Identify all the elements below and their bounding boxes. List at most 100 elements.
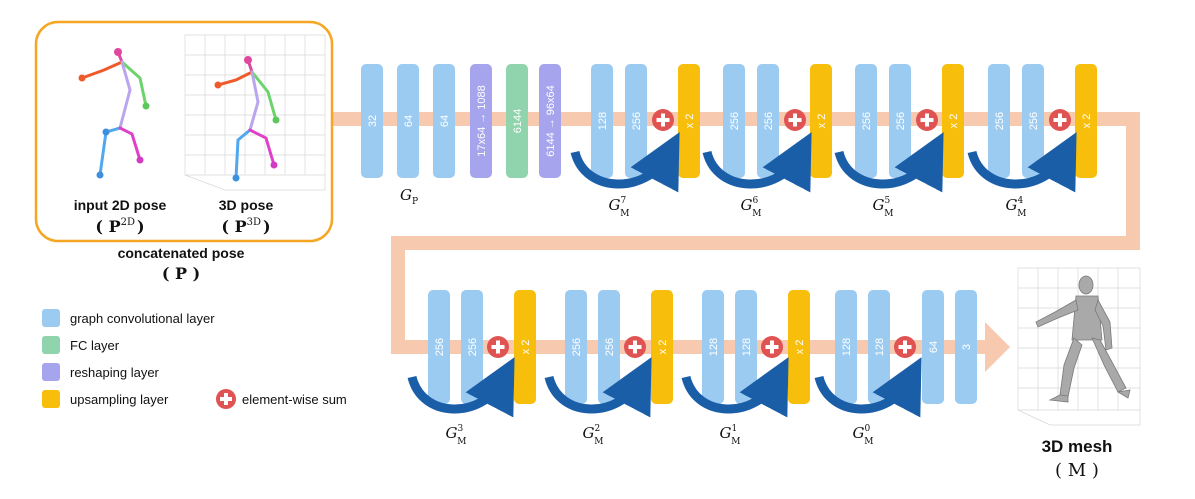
row2-block0-upsample: x 2 [514, 290, 536, 404]
row2-block2-conv2: 128 [735, 290, 757, 404]
row1-block3-upsample-label: x 2 [1081, 114, 1093, 129]
row2-block0-name: G3 M [446, 424, 467, 447]
row1-block1-conv1-bar [723, 64, 745, 178]
row1-layer-3-bar [470, 64, 492, 178]
row1-block3-sum-icon-vbar [1058, 113, 1062, 127]
row1-block2-conv1-label: 256 [861, 112, 873, 130]
row1-block0-upsample-label: x 2 [684, 114, 696, 129]
row2-block2-sum-icon [761, 336, 783, 358]
row1-layer-4-bar [506, 64, 528, 178]
human-mesh-figure [1035, 275, 1131, 403]
row1-layer-5: 6144 → 96x64 [539, 64, 561, 178]
row1-block2-conv1: 256 [855, 64, 877, 178]
row1-block3-conv1-bar [988, 64, 1010, 178]
row2-block0-upsample-bar [514, 290, 536, 404]
input-2d-pose-symbol: ( P2D) [95, 217, 144, 236]
pose-panel-frame [34, 20, 334, 243]
row2-block3-conv2: 128 [868, 290, 890, 404]
row2-block1-conv1-bar [565, 290, 587, 404]
concatenated-pose-symbol: ( P ) [162, 264, 200, 283]
row2-block0-conv2: 256 [461, 290, 483, 404]
legend-label-sum: element-wise sum [242, 392, 347, 407]
row1-block3-conv1: 256 [988, 64, 1010, 178]
row1-block2-skip-arrow [834, 132, 944, 193]
row1-block1-name: G6 M [741, 196, 762, 219]
row1-block0-conv1-bar [591, 64, 613, 178]
row1-block1-upsample-bar [810, 64, 832, 178]
row2-block0-sum-icon [487, 336, 509, 358]
row1-block1-conv2: 256 [757, 64, 779, 178]
network-layers: 32 64 64 17x64 → 1088 6144 6144 → 96x64 GP 128 2… [361, 64, 1097, 447]
row1-block3-conv1-label: 256 [994, 112, 1006, 130]
row2-block1-conv1: 256 [565, 290, 587, 404]
row2-block3-conv1-bar [835, 290, 857, 404]
legend-swatch-fc [42, 336, 60, 354]
concatenated-pose-label: concatenated pose [118, 245, 245, 261]
row2-block0-conv1-label: 256 [434, 338, 446, 356]
row1-layer-4-label: 6144 [512, 109, 524, 133]
legend-item-sum: element-wise sum [216, 389, 347, 409]
row2-block2-skip-arrow [681, 357, 789, 418]
row2-final-layer-1: 3 [955, 290, 977, 404]
row2-block1-name: G2 M [583, 424, 604, 447]
row1-block2-conv2-label: 256 [895, 112, 907, 130]
row2-block0-conv2-label: 256 [467, 338, 479, 356]
row2-final-layer-1-label: 3 [961, 344, 973, 350]
row2-block1-skip-arrow [544, 357, 652, 418]
legend-item-reshape: reshaping layer [42, 363, 160, 381]
row1-block0-skip-arrow [570, 132, 680, 193]
row1-layer-0-bar [361, 64, 383, 178]
legend-label-reshape: reshaping layer [70, 365, 160, 380]
legend-item-graph_conv: graph convolutional layer [42, 309, 215, 327]
row1-block2-sum-icon [916, 109, 938, 131]
row2-block1-conv1-label: 256 [571, 338, 583, 356]
row2-block0-sum-icon-vbar [496, 340, 500, 354]
row1-layer-5-label: 6144 → 96x64 [545, 85, 557, 157]
row2-block3-name: G0 M [853, 424, 874, 447]
row1-layer-5-bar [539, 64, 561, 178]
row1-block3-name: G4 M [1006, 196, 1027, 219]
row2-block2-conv1-bar [702, 290, 724, 404]
row2-block3-sum-icon-vbar [903, 340, 907, 354]
row1-block3-conv2-label: 256 [1028, 112, 1040, 130]
row1-block2-conv2: 256 [889, 64, 911, 178]
row2-block3-conv1: 128 [835, 290, 857, 404]
row1-layer-3-label: 17x64 → 1088 [476, 85, 488, 157]
row1-block0-conv2-label: 256 [631, 112, 643, 130]
row1-block1-upsample: x 2 [810, 64, 832, 178]
row1-layer-1-bar [397, 64, 419, 178]
mesh-label: 3D mesh [1042, 437, 1113, 456]
row1-block1-skip-arrow [702, 132, 812, 193]
row1-block2-upsample-label: x 2 [948, 114, 960, 129]
row2-block2-name: G1 M [720, 424, 741, 447]
legend-item-upsample: upsampling layer [42, 390, 169, 408]
row1-layer-3: 17x64 → 1088 [470, 64, 492, 178]
flow-path [330, 112, 1140, 372]
row2-block1-sum-icon-vbar [633, 340, 637, 354]
legend-label-graph_conv: graph convolutional layer [70, 311, 215, 326]
row2-block2-upsample-bar [788, 290, 810, 404]
mesh-panel: 3D mesh ( M ) [1017, 267, 1141, 481]
row2-block1-upsample-bar [651, 290, 673, 404]
pose-3d-skeleton [216, 58, 278, 180]
row2-block0-upsample-label: x 2 [520, 340, 532, 355]
pose-3d-symbol: ( P3D) [221, 217, 270, 236]
row2-final-layer-0-label: 64 [928, 341, 940, 353]
row2-block1-conv2: 256 [598, 290, 620, 404]
row1-block0-upsample: x 2 [678, 64, 700, 178]
row2-block2-conv1-label: 128 [708, 338, 720, 356]
row2-block3-skip-arrow [814, 357, 922, 418]
row2-block1-conv2-label: 256 [604, 338, 616, 356]
legend-swatch-graph_conv [42, 309, 60, 327]
row1-block1-sum-icon-vbar [793, 113, 797, 127]
concatenated-pose-panel: input 2D pose ( P2D) 3D pose ( P3D) conc… [34, 20, 334, 283]
row2-final-layer-1-bar [955, 290, 977, 404]
row1-block2-upsample: x 2 [942, 64, 964, 178]
legend: graph convolutional layer FC layer reshapi… [42, 309, 347, 409]
row2-block2-upsample: x 2 [788, 290, 810, 404]
row2-block0-conv1: 256 [428, 290, 450, 404]
row2-block1-upsample: x 2 [651, 290, 673, 404]
row2-block2-conv1: 128 [702, 290, 724, 404]
input-2d-pose-label: input 2D pose [74, 197, 167, 213]
row1-block0-conv2: 256 [625, 64, 647, 178]
